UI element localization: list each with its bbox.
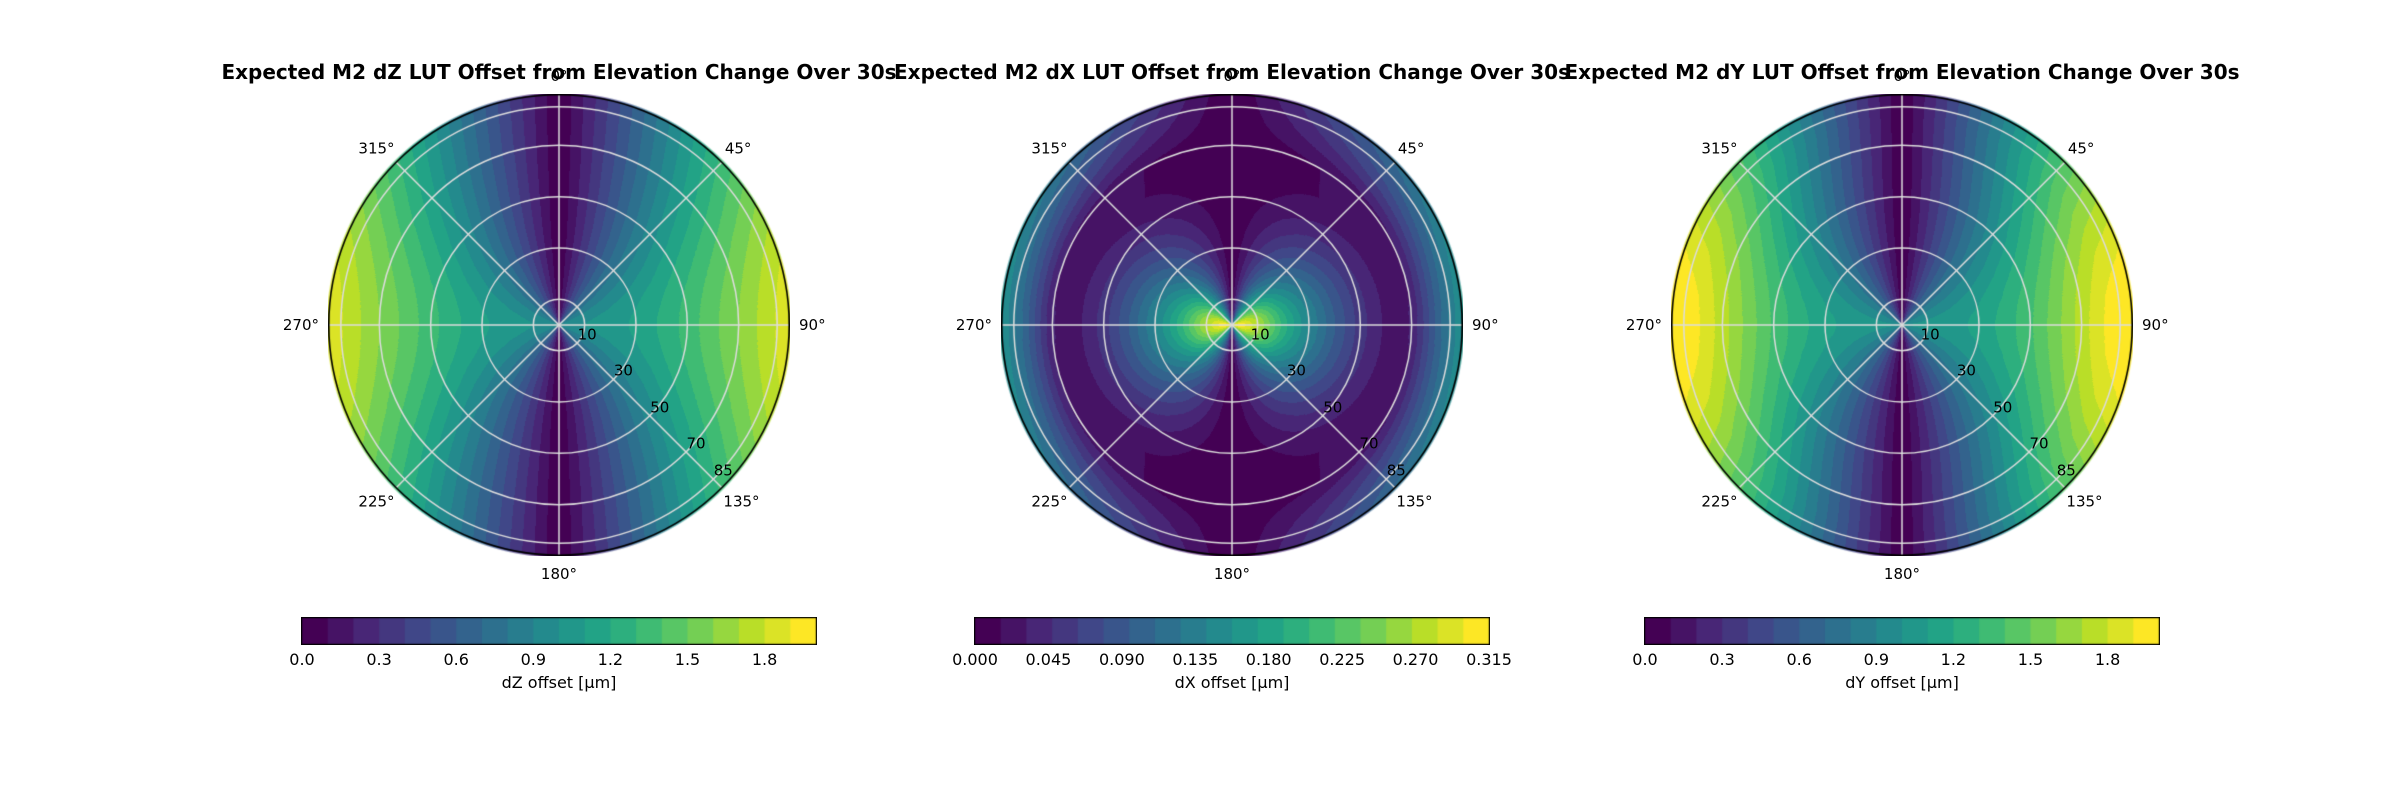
colorbar-tick-label: 1.5	[2017, 650, 2044, 669]
angular-tick-label: 270°	[1625, 316, 1662, 334]
colorbar-tick-label: 0.045	[1025, 650, 1072, 669]
colorbar-tick-label: 1.2	[597, 650, 624, 669]
radial-tick-label: 30	[1286, 361, 1306, 380]
colorbar-tick-label: 0.315	[1466, 650, 1512, 669]
angular-tick-label: 225°	[358, 492, 395, 511]
radial-tick-label: 85	[2056, 461, 2076, 480]
angular-tick-label: 135°	[2066, 492, 2103, 511]
angular-tick-label: 270°	[955, 316, 992, 334]
colorbar	[301, 617, 817, 645]
angular-tick-label: 315°	[1031, 139, 1068, 158]
plot-title: Expected M2 dY LUT Offset from Elevation…	[1564, 59, 2240, 84]
radial-tick-label: 70	[2029, 434, 2049, 453]
polar-contour-canvas	[1671, 94, 2133, 556]
colorbar-tick-label: 0.270	[1392, 650, 1439, 669]
radial-tick-label: 50	[1323, 398, 1343, 417]
radial-tick-label: 85	[713, 461, 733, 480]
angular-tick-label: 225°	[1701, 492, 1738, 511]
radial-tick-label: 30	[613, 361, 633, 380]
angular-tick-label: 135°	[723, 492, 760, 511]
angular-tick-label: 90°	[2142, 316, 2169, 334]
angular-tick-label: 225°	[1031, 492, 1068, 511]
colorbar-tick-label: 0.000	[952, 650, 998, 669]
colorbar-axis-label: dY offset [μm]	[1845, 673, 1959, 692]
angular-tick-label: 45°	[1397, 139, 1425, 158]
colorbar-tick-label: 0.180	[1245, 650, 1292, 669]
colorbar-tick-label: 1.8	[751, 650, 778, 669]
radial-tick-label: 10	[1250, 325, 1270, 344]
colorbar-tick-label: 1.5	[674, 650, 701, 669]
colorbar	[1644, 617, 2160, 645]
radial-tick-label: 70	[1359, 434, 1379, 453]
polar-contour-canvas	[328, 94, 790, 556]
angular-tick-label: 180°	[540, 565, 578, 583]
angular-tick-label: 90°	[1472, 316, 1499, 334]
angular-tick-label: 315°	[358, 139, 395, 158]
colorbar-tick-label: 0.6	[1786, 650, 1812, 669]
colorbar-tick-label: 0.3	[1709, 650, 1735, 669]
radial-tick-label: 50	[1993, 398, 2013, 417]
angular-tick-label: 0°	[1893, 67, 1911, 85]
plot-title: Expected M2 dZ LUT Offset from Elevation…	[221, 59, 897, 84]
colorbar-tick-label: 0.9	[520, 650, 547, 669]
angular-tick-label: 315°	[1701, 139, 1738, 158]
radial-tick-label: 70	[686, 434, 706, 453]
colorbar-tick-label: 0.0	[289, 650, 315, 669]
angular-tick-label: 45°	[2067, 139, 2095, 158]
colorbar-tick-label: 1.2	[1940, 650, 1967, 669]
angular-tick-label: 45°	[724, 139, 752, 158]
angular-tick-label: 180°	[1213, 565, 1251, 583]
radial-tick-label: 85	[1386, 461, 1406, 480]
colorbar	[974, 617, 1490, 645]
colorbar-tick-label: 0.9	[1863, 650, 1890, 669]
angular-tick-label: 0°	[1223, 67, 1241, 85]
angular-tick-label: 270°	[282, 316, 319, 334]
colorbar-tick-label: 0.3	[366, 650, 392, 669]
colorbar-tick-label: 0.090	[1098, 650, 1145, 669]
colorbar-tick-label: 1.8	[2094, 650, 2121, 669]
angular-tick-label: 135°	[1396, 492, 1433, 511]
radial-tick-label: 10	[1920, 325, 1940, 344]
colorbar-tick-label: 0.0	[1632, 650, 1658, 669]
radial-tick-label: 30	[1956, 361, 1976, 380]
polar-contour-canvas	[1001, 94, 1463, 556]
colorbar-tick-label: 0.225	[1319, 650, 1366, 669]
angular-tick-label: 180°	[1883, 565, 1921, 583]
colorbar-axis-label: dX offset [μm]	[1174, 673, 1290, 692]
plot-title: Expected M2 dX LUT Offset from Elevation…	[894, 59, 1570, 84]
colorbar-tick-label: 0.6	[443, 650, 469, 669]
angular-tick-label: 0°	[550, 67, 568, 85]
radial-tick-label: 50	[650, 398, 670, 417]
colorbar-axis-label: dZ offset [μm]	[501, 673, 617, 692]
radial-tick-label: 10	[577, 325, 597, 344]
angular-tick-label: 90°	[799, 316, 826, 334]
colorbar-tick-label: 0.135	[1172, 650, 1219, 669]
